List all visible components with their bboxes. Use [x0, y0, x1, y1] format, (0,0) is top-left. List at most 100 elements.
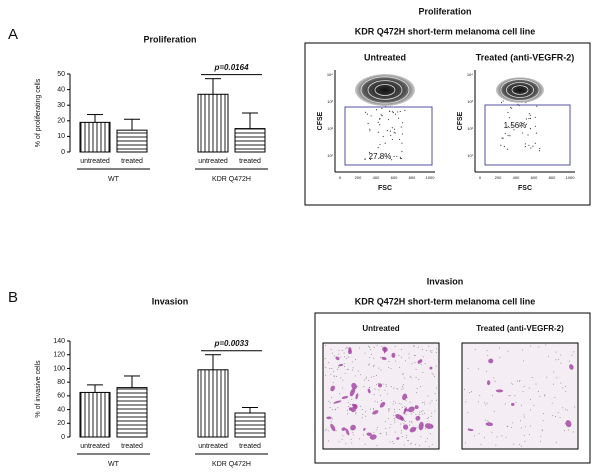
pore: [560, 354, 562, 356]
pore: [343, 352, 345, 354]
pore: [370, 376, 372, 378]
y-tick-label: 0: [61, 434, 65, 441]
contour: [511, 85, 529, 95]
cell: [391, 352, 396, 358]
event-dot: [529, 114, 531, 116]
cell: [355, 393, 359, 400]
flow-x-label: FSC: [378, 185, 392, 192]
event-dot: [510, 106, 512, 109]
event-dot: [379, 143, 381, 146]
event-dot: [380, 114, 382, 116]
pore: [421, 411, 423, 413]
y-tick-label: 10: [57, 133, 65, 140]
pore: [518, 380, 520, 382]
event-dot: [529, 128, 532, 130]
pore: [341, 438, 343, 440]
pore: [351, 369, 353, 371]
pore: [565, 390, 567, 392]
pore: [428, 446, 430, 448]
pore: [416, 387, 418, 389]
pore: [555, 359, 557, 361]
pore: [379, 432, 381, 434]
pore: [516, 380, 518, 382]
event-dot: [400, 126, 402, 128]
pore: [408, 353, 410, 355]
pore: [544, 395, 546, 397]
pore: [355, 413, 357, 415]
pore: [368, 345, 370, 347]
gate: [484, 104, 571, 166]
pore: [409, 443, 411, 445]
pore: [342, 435, 344, 437]
pore: [324, 357, 326, 359]
event-dot: [502, 100, 504, 102]
cell: [486, 380, 491, 386]
event-dot: [370, 115, 372, 117]
pore: [558, 359, 560, 361]
pore: [519, 380, 521, 382]
pore: [510, 426, 512, 428]
pore: [394, 411, 396, 413]
flow-y-tick: 10²: [327, 126, 333, 131]
event-dot: [393, 131, 395, 133]
flow-x-tick: 200: [495, 175, 502, 180]
event-dot: [508, 117, 510, 119]
pore: [393, 415, 395, 417]
pore: [333, 371, 335, 373]
pore: [402, 436, 404, 438]
pore: [368, 364, 370, 366]
pore: [551, 402, 553, 404]
pore: [393, 400, 395, 402]
pore: [537, 391, 539, 393]
pore: [435, 348, 437, 350]
cell: [403, 424, 409, 430]
bar: [79, 121, 111, 153]
pore: [546, 376, 548, 378]
flow-title: Proliferation: [418, 6, 471, 16]
event-dot: [386, 130, 389, 132]
pore: [507, 350, 509, 352]
cell: [341, 395, 349, 399]
pore: [347, 368, 349, 370]
pore: [347, 356, 349, 358]
pore: [409, 401, 411, 403]
pore: [467, 368, 469, 370]
pore: [406, 396, 408, 398]
invasion-panel-label: Treated (anti-VEGFR-2): [476, 324, 564, 333]
pore: [565, 385, 567, 387]
event-dot: [528, 144, 530, 146]
pore: [564, 423, 566, 425]
pore: [351, 361, 353, 363]
pore: [520, 404, 522, 406]
pore: [335, 430, 337, 432]
pore: [404, 377, 406, 379]
event-dot: [521, 122, 524, 124]
flow-y-tick: 10³: [467, 99, 473, 104]
pore: [420, 386, 422, 388]
pore: [369, 349, 371, 351]
pore: [381, 345, 383, 347]
pore: [347, 401, 349, 403]
cell: [415, 415, 421, 421]
y-tick-label: 0: [61, 149, 65, 156]
y-tick-label: 140: [53, 338, 65, 345]
pore: [399, 423, 401, 425]
pore: [398, 402, 400, 404]
pore: [520, 427, 522, 429]
pore: [338, 393, 340, 395]
event-dot: [381, 115, 383, 117]
category-label: treated: [239, 158, 261, 165]
pore: [483, 437, 485, 439]
flow-subtitle: KDR Q472H short-term melanoma cell line: [355, 26, 536, 36]
pore: [368, 379, 370, 381]
event-dot: [389, 110, 391, 112]
cell: [350, 424, 356, 431]
gate: [344, 106, 433, 166]
pore: [337, 368, 339, 370]
cell: [569, 364, 574, 370]
event-dot: [364, 111, 367, 113]
pore: [405, 360, 407, 362]
pore: [372, 408, 374, 410]
pore: [348, 405, 350, 407]
gate-percent: 27.8%: [369, 152, 392, 161]
